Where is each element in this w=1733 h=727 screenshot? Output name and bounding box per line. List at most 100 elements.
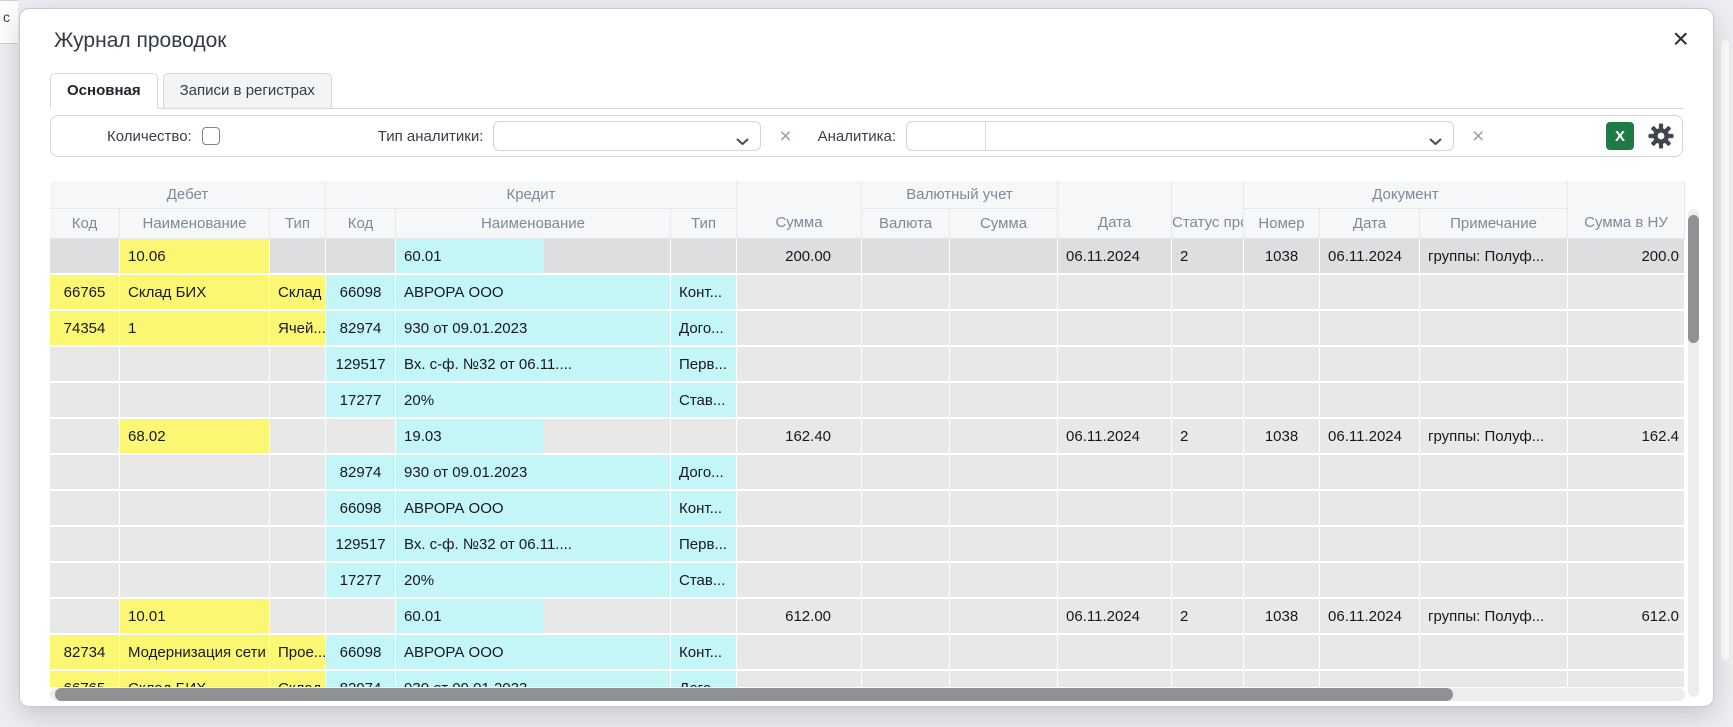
cell-doc-num[interactable] xyxy=(1244,671,1321,687)
cell-sum-nu[interactable] xyxy=(1568,563,1685,599)
cell-sum[interactable] xyxy=(737,671,863,687)
cell-cur-sum[interactable] xyxy=(950,419,1059,455)
posting-row[interactable]: 129517 Вх. с-ф. №32 от 06.11.... Перв... xyxy=(50,527,1685,563)
cell-dr-type[interactable] xyxy=(270,383,327,419)
cell-dr-type[interactable]: Склад xyxy=(270,671,327,687)
cell-cr-name[interactable]: АВРОРА ООО xyxy=(396,635,672,671)
cell-cur-sum[interactable] xyxy=(950,239,1059,275)
cell-doc-date[interactable] xyxy=(1320,671,1421,687)
cell-dr-name[interactable] xyxy=(120,491,270,527)
cell-doc-num[interactable] xyxy=(1244,563,1321,599)
cell-dr-type[interactable] xyxy=(270,455,327,491)
cell-cur-sum[interactable] xyxy=(950,527,1059,563)
cell-doc-date[interactable] xyxy=(1320,383,1421,419)
cell-date[interactable] xyxy=(1058,383,1173,419)
cell-doc-num[interactable]: 1038 xyxy=(1244,419,1321,455)
posting-row[interactable]: 74354 1 Ячей... 82974 930 от 09.01.2023 Дого.… xyxy=(50,311,1685,347)
cell-cr-code[interactable] xyxy=(326,599,397,635)
cell-dr-code[interactable] xyxy=(50,563,120,599)
cell-date[interactable]: 06.11.2024 xyxy=(1058,239,1173,275)
cell-doc-date[interactable]: 06.11.2024 xyxy=(1320,599,1421,635)
posting-row[interactable]: 82974 930 от 09.01.2023 Дого... xyxy=(50,455,1685,491)
cell-doc-date[interactable] xyxy=(1320,347,1421,383)
cell-sum-nu[interactable]: 162.4 xyxy=(1568,419,1685,455)
posting-row[interactable]: 82734 Модернизация сети Прое... 66098 АВРОРА… xyxy=(50,635,1685,671)
cell-note[interactable]: группы: Полуф... xyxy=(1420,239,1569,275)
cell-date[interactable] xyxy=(1058,455,1173,491)
cell-note[interactable] xyxy=(1420,347,1569,383)
cell-doc-num[interactable] xyxy=(1244,455,1321,491)
cell-date[interactable] xyxy=(1058,347,1173,383)
cell-cr-type[interactable]: Перв... xyxy=(671,347,738,383)
cell-currency[interactable] xyxy=(862,311,951,347)
cell-date[interactable] xyxy=(1058,671,1173,687)
cell-status[interactable] xyxy=(1172,275,1245,311)
cell-note[interactable] xyxy=(1420,563,1569,599)
cell-dr-type[interactable]: Прое... xyxy=(270,635,327,671)
posting-row[interactable]: 17277 20% Став... xyxy=(50,383,1685,419)
cell-currency[interactable] xyxy=(862,455,951,491)
cell-doc-date[interactable] xyxy=(1320,311,1421,347)
cell-dr-name[interactable]: Модернизация сети xyxy=(120,635,270,671)
cell-date[interactable] xyxy=(1058,563,1173,599)
cell-note[interactable] xyxy=(1420,527,1569,563)
cell-dr-code[interactable] xyxy=(50,347,120,383)
gear-icon[interactable] xyxy=(1648,123,1674,149)
cell-dr-name[interactable]: 1 xyxy=(120,311,270,347)
cell-cr-type[interactable]: Дого... xyxy=(671,455,738,491)
cell-cr-name[interactable]: Вх. с-ф. №32 от 06.11.... xyxy=(396,347,672,383)
cell-cur-sum[interactable] xyxy=(950,635,1059,671)
cell-currency[interactable] xyxy=(862,671,951,687)
cell-cr-type[interactable]: Дого... xyxy=(671,671,738,687)
cell-dr-name[interactable] xyxy=(120,527,270,563)
cell-cr-type[interactable]: Конт... xyxy=(671,635,738,671)
cell-date[interactable]: 06.11.2024 xyxy=(1058,419,1173,455)
cell-currency[interactable] xyxy=(862,527,951,563)
cell-dr-code[interactable] xyxy=(50,419,120,455)
cell-sum[interactable] xyxy=(737,275,863,311)
cell-cr-name[interactable]: 19.03 xyxy=(396,419,672,455)
cell-date[interactable]: 06.11.2024 xyxy=(1058,599,1173,635)
quantity-checkbox[interactable] xyxy=(201,127,220,145)
cell-doc-date[interactable] xyxy=(1320,563,1421,599)
cell-sum-nu[interactable]: 612.0 xyxy=(1568,599,1685,635)
cell-doc-num[interactable] xyxy=(1244,527,1321,563)
cell-doc-num[interactable] xyxy=(1244,347,1321,383)
cell-status[interactable] xyxy=(1172,635,1245,671)
cell-currency[interactable] xyxy=(862,599,951,635)
cell-dr-type[interactable] xyxy=(270,599,327,635)
cell-cur-sum[interactable] xyxy=(950,599,1059,635)
cell-note[interactable] xyxy=(1420,491,1569,527)
cell-cr-name[interactable]: Вх. с-ф. №32 от 06.11.... xyxy=(396,527,672,563)
cell-date[interactable] xyxy=(1058,635,1173,671)
cell-cr-code[interactable] xyxy=(326,419,397,455)
cell-dr-type[interactable] xyxy=(270,563,327,599)
cell-dr-name[interactable]: 10.06 xyxy=(120,239,270,275)
cell-status[interactable] xyxy=(1172,347,1245,383)
cell-cr-type[interactable]: Дого... xyxy=(671,311,738,347)
cell-sum-nu[interactable] xyxy=(1568,347,1685,383)
cell-cr-type[interactable]: Став... xyxy=(671,383,738,419)
vertical-scrollbar-thumb[interactable] xyxy=(1688,215,1699,343)
posting-row[interactable]: 10.01 60.01 612.00 06.11.2024 2 1038 06.11.202… xyxy=(50,599,1685,635)
cell-note[interactable] xyxy=(1420,383,1569,419)
cell-dr-type[interactable] xyxy=(270,419,327,455)
cell-cr-code[interactable]: 129517 xyxy=(326,347,397,383)
cell-doc-date[interactable]: 06.11.2024 xyxy=(1320,419,1421,455)
cell-doc-num[interactable] xyxy=(1244,275,1321,311)
cell-dr-type[interactable] xyxy=(270,491,327,527)
cell-cr-name[interactable]: 60.01 xyxy=(396,599,672,635)
cell-sum[interactable] xyxy=(737,347,863,383)
cell-dr-code[interactable] xyxy=(50,491,120,527)
cell-dr-name[interactable]: Склад БИХ xyxy=(120,671,270,687)
cell-sum-nu[interactable] xyxy=(1568,311,1685,347)
cell-dr-name[interactable]: Склад БИХ xyxy=(120,275,270,311)
cell-currency[interactable] xyxy=(862,275,951,311)
vertical-scrollbar[interactable] xyxy=(1688,209,1699,697)
cell-dr-code[interactable]: 82734 xyxy=(50,635,120,671)
cell-dr-code[interactable] xyxy=(50,455,120,491)
cell-cr-code[interactable] xyxy=(326,239,397,275)
tab-main[interactable]: Основная xyxy=(50,73,158,109)
horizontal-scrollbar-thumb[interactable] xyxy=(55,688,1453,701)
